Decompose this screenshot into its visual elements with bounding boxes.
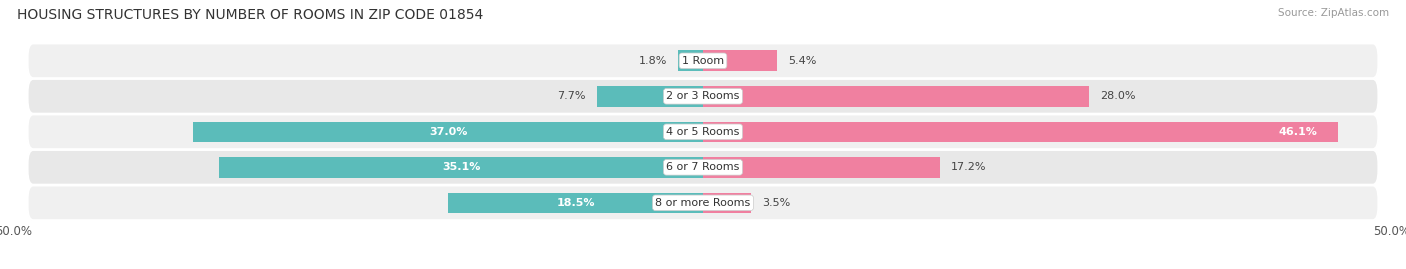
- Bar: [598, 86, 703, 107]
- Bar: [219, 157, 703, 178]
- FancyBboxPatch shape: [28, 43, 1378, 78]
- Text: 17.2%: 17.2%: [950, 162, 987, 172]
- Text: 5.4%: 5.4%: [789, 56, 817, 66]
- Text: 35.1%: 35.1%: [441, 162, 481, 172]
- Text: 37.0%: 37.0%: [429, 127, 467, 137]
- Text: 6 or 7 Rooms: 6 or 7 Rooms: [666, 162, 740, 172]
- Bar: [703, 122, 1339, 142]
- FancyBboxPatch shape: [28, 114, 1378, 149]
- Text: 8 or more Rooms: 8 or more Rooms: [655, 198, 751, 208]
- Text: 18.5%: 18.5%: [557, 198, 595, 208]
- Text: 1 Room: 1 Room: [682, 56, 724, 66]
- Text: 28.0%: 28.0%: [1099, 91, 1135, 101]
- Text: 3.5%: 3.5%: [762, 198, 790, 208]
- Text: HOUSING STRUCTURES BY NUMBER OF ROOMS IN ZIP CODE 01854: HOUSING STRUCTURES BY NUMBER OF ROOMS IN…: [17, 8, 484, 22]
- FancyBboxPatch shape: [28, 185, 1378, 220]
- Text: Source: ZipAtlas.com: Source: ZipAtlas.com: [1278, 8, 1389, 18]
- Bar: [193, 122, 703, 142]
- Text: 1.8%: 1.8%: [638, 56, 668, 66]
- Bar: [703, 193, 751, 213]
- FancyBboxPatch shape: [28, 150, 1378, 185]
- Text: 46.1%: 46.1%: [1278, 127, 1317, 137]
- Bar: [449, 193, 703, 213]
- Text: 7.7%: 7.7%: [557, 91, 586, 101]
- Bar: [703, 51, 778, 71]
- Text: 4 or 5 Rooms: 4 or 5 Rooms: [666, 127, 740, 137]
- FancyBboxPatch shape: [28, 79, 1378, 114]
- Bar: [703, 86, 1088, 107]
- Bar: [678, 51, 703, 71]
- Text: 2 or 3 Rooms: 2 or 3 Rooms: [666, 91, 740, 101]
- Bar: [703, 157, 941, 178]
